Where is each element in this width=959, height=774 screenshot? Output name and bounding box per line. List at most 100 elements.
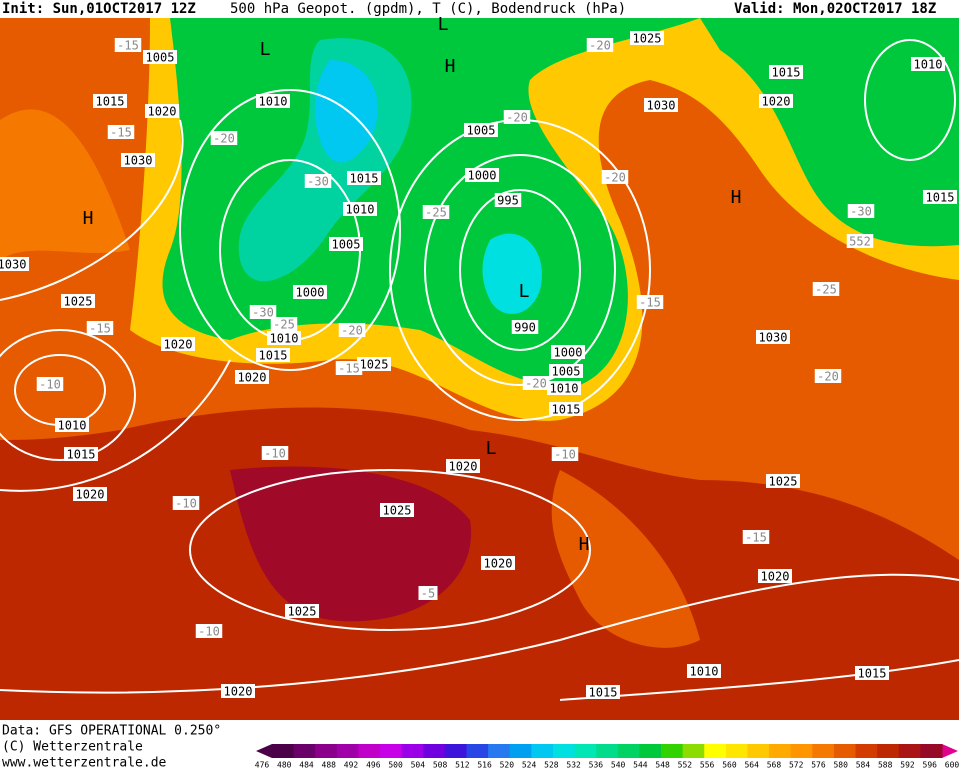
- temperature-label-box: [195, 624, 223, 638]
- temperature-label-box: [636, 295, 664, 309]
- legend-swatch: [531, 744, 554, 758]
- pressure-label: 1025: [633, 32, 662, 46]
- legend-swatch: [423, 744, 446, 758]
- legend-label: 548: [655, 761, 670, 770]
- pressure-label-box: [465, 168, 499, 182]
- pressure-label-box: [267, 331, 301, 345]
- pressure-label-box: [55, 418, 89, 432]
- pressure-label-box: [256, 94, 290, 108]
- legend-swatch: [833, 744, 857, 758]
- pressure-label: 1020: [484, 557, 513, 571]
- pressure-label: 1020: [761, 570, 790, 584]
- pressure-label-box: [357, 357, 391, 371]
- legend-label: 504: [411, 761, 426, 770]
- pressure-label: 1030: [124, 154, 153, 168]
- pressure-label: 1025: [288, 605, 317, 619]
- pressure-label: 1015: [926, 191, 955, 205]
- temperature-label-box: [36, 377, 64, 391]
- legend-arrow-left: [256, 744, 272, 758]
- temperature-label-box: [418, 586, 438, 600]
- legend-swatch: [682, 744, 705, 758]
- pressure-label-box: [464, 123, 498, 137]
- pressure-label: 1005: [146, 51, 175, 65]
- legend-swatch: [769, 744, 792, 758]
- pressure-label: 1005: [552, 365, 581, 379]
- pressure-label: 1025: [769, 475, 798, 489]
- temperature-label: -10: [198, 625, 220, 639]
- temperature-label-box: [249, 305, 277, 319]
- pressure-label: 1020: [76, 488, 105, 502]
- pressure-center: H: [579, 534, 590, 555]
- legend-swatch: [380, 744, 403, 758]
- legend-label: 580: [833, 761, 848, 770]
- pressure-label-box: [551, 345, 585, 359]
- temperature-label-box: [586, 38, 614, 52]
- pressure-label: 1015: [350, 172, 379, 186]
- temperature-label: -15: [117, 39, 139, 53]
- valid-time: Valid: Mon,02OCT2017 18Z: [734, 1, 936, 17]
- pressure-label-box: [911, 57, 945, 71]
- legend-swatch: [596, 744, 619, 758]
- legend-label: 552: [678, 761, 693, 770]
- pressure-label: 1015: [96, 95, 125, 109]
- pressure-label: 1015: [589, 686, 618, 700]
- legend-label: 492: [344, 761, 359, 770]
- pressure-label: 1030: [0, 258, 26, 272]
- temperature-label-box: [210, 131, 238, 145]
- pressure-label: 995: [497, 194, 519, 208]
- temperature-label: -5: [421, 587, 435, 601]
- temperature-label: -30: [850, 205, 872, 219]
- pressure-label: 1015: [772, 66, 801, 80]
- init-time: Init: Sun,01OCT2017 12Z: [2, 1, 196, 17]
- pressure-label: 1015: [259, 349, 288, 363]
- temperature-label-box: [812, 282, 840, 296]
- legend-swatch: [444, 744, 468, 758]
- pressure-label: 1010: [259, 95, 288, 109]
- pressure-label: 1025: [64, 295, 93, 309]
- pressure-label: 990: [514, 321, 536, 335]
- legend-swatch: [509, 744, 532, 758]
- legend-label: 532: [566, 761, 581, 770]
- legend-label: 572: [789, 761, 804, 770]
- legend-label: 512: [455, 761, 470, 770]
- temperature-label-box: [107, 125, 135, 139]
- legend-swatch: [358, 744, 381, 758]
- temperature-label: -10: [39, 378, 61, 392]
- pressure-label: 1025: [360, 358, 389, 372]
- pressure-label-box: [759, 94, 793, 108]
- legend-label: 520: [500, 761, 515, 770]
- pressure-label-box: [855, 666, 889, 680]
- pressure-label: 1025: [383, 504, 412, 518]
- legend-label: 508: [433, 761, 448, 770]
- temperature-label-box: [338, 323, 366, 337]
- legend-swatch: [812, 744, 835, 758]
- temperature-label: -20: [525, 377, 547, 391]
- legend-label: 560: [722, 761, 737, 770]
- pressure-label: 1010: [914, 58, 943, 72]
- legend-label: 524: [522, 761, 537, 770]
- pressure-label-box: [756, 330, 790, 344]
- legend-label: 600: [945, 761, 959, 770]
- pressure-label: 1015: [858, 667, 887, 681]
- pressure-label: 1030: [647, 99, 676, 113]
- legend-label: 484: [299, 761, 314, 770]
- map-labels: 1005 1015 1020 1030 1010 1015 1010 1005 1000 1010…: [0, 14, 957, 700]
- temperature-label: -20: [604, 171, 626, 185]
- legend-label: 588: [878, 761, 893, 770]
- legend-label: 596: [923, 761, 938, 770]
- pressure-label: 1005: [467, 124, 496, 138]
- pressure-center: L: [438, 14, 449, 35]
- temperature-label-box: [814, 369, 842, 383]
- legend-swatch: [272, 744, 295, 758]
- pressure-label-box: [143, 50, 177, 64]
- temperature-label-box: [172, 496, 200, 510]
- pressure-label: 1020: [164, 338, 193, 352]
- legend-label: 488: [322, 761, 337, 770]
- temperature-label: -10: [264, 447, 286, 461]
- legend-label: 576: [811, 761, 826, 770]
- pressure-label-box: [347, 171, 381, 185]
- header-bar: [0, 0, 959, 18]
- legend-label: 584: [856, 761, 871, 770]
- temperature-label: -20: [341, 324, 363, 338]
- pressure-center: H: [83, 208, 94, 229]
